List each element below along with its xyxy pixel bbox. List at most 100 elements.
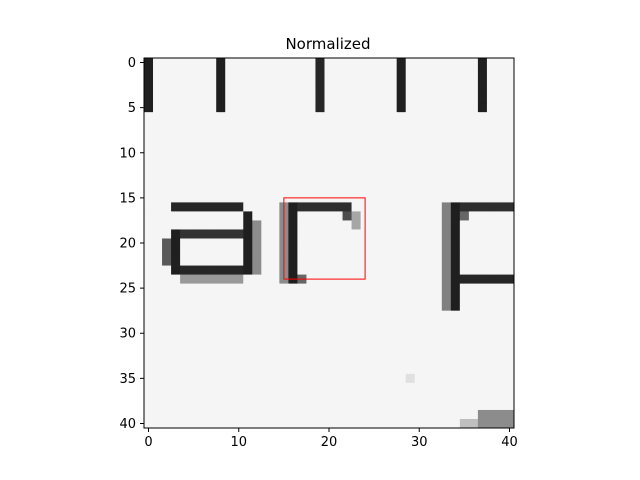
pixel-cell [378, 166, 389, 176]
pixel-cell [180, 166, 190, 176]
pixel-cell [450, 292, 461, 303]
pixel-cell [180, 292, 190, 303]
pixel-cell [405, 166, 416, 176]
pixel-cell [261, 238, 271, 248]
pixel-cell [342, 319, 352, 330]
pixel-cell [387, 202, 398, 212]
pixel-cell [198, 409, 208, 420]
pixel-cell [387, 238, 398, 248]
pixel-cell [378, 319, 389, 330]
pixel-cell [243, 355, 253, 366]
pixel-cell [297, 67, 307, 77]
pixel-cell [207, 211, 217, 221]
pixel-cell [414, 346, 425, 357]
pixel-cell [333, 256, 343, 266]
pixel-cell [405, 418, 416, 429]
pixel-cell [234, 148, 244, 158]
pixel-cell [279, 166, 289, 176]
pixel-cell [486, 382, 497, 393]
pixel-cell [162, 184, 172, 194]
pixel-cell [414, 409, 425, 420]
pixel-cell [495, 193, 506, 203]
pixel-cell [504, 418, 515, 429]
pixel-cell [225, 67, 235, 77]
pixel-cell [324, 58, 334, 68]
pixel-cell [315, 418, 325, 429]
annotations [283, 197, 366, 280]
pixel-cell [396, 220, 407, 230]
pixel-cell [477, 256, 488, 266]
pixel-cell [216, 301, 226, 312]
pixel-cell [243, 391, 253, 402]
pixel-cell [225, 76, 235, 86]
pixel-cell [306, 364, 316, 375]
pixel-cell [261, 382, 271, 393]
pixel-cell [333, 139, 343, 149]
pixel-cell [450, 211, 461, 221]
pixel-cell [432, 382, 443, 393]
pixel-cell [441, 139, 452, 149]
pixel-cell [486, 148, 497, 158]
pixel-cell [432, 175, 443, 185]
pixel-cell [189, 166, 199, 176]
pixel-cell [414, 265, 425, 275]
pixel-cell [288, 58, 298, 68]
pixel-cell [351, 112, 361, 122]
pixel-cell [495, 355, 506, 366]
pixel-cell [396, 67, 407, 77]
pixel-cell [369, 67, 380, 77]
pixel-cell [243, 346, 253, 357]
pixel-cell [279, 391, 289, 402]
pixel-cell [189, 157, 199, 167]
pixel-cell [477, 400, 488, 411]
y-tick-label: 5 [128, 101, 136, 116]
pixel-cell [144, 94, 154, 104]
pixel-cell [495, 283, 506, 294]
pixel-cell [297, 373, 307, 384]
pixel-cell [225, 319, 235, 330]
pixel-cell [450, 58, 461, 68]
pixel-cell [207, 319, 217, 330]
pixel-cell [198, 265, 208, 275]
pixel-cell [459, 274, 470, 285]
pixel-cell [396, 310, 407, 321]
pixel-cell [405, 292, 416, 303]
pixel-cell [459, 247, 470, 257]
pixel-cell [306, 229, 316, 239]
pixel-cell [279, 184, 289, 194]
pixel-cell [144, 238, 154, 248]
pixel-cell [153, 400, 163, 411]
pixel-cell [477, 355, 488, 366]
pixel-cell [198, 112, 208, 122]
pixel-cell [144, 382, 154, 393]
pixel-cell [243, 58, 253, 68]
pixel-cell [189, 94, 199, 104]
pixel-cell [369, 373, 380, 384]
pixel-cell [387, 418, 398, 429]
pixel-cell [162, 229, 172, 239]
pixel-cell [423, 238, 434, 248]
pixel-cell [270, 337, 280, 348]
pixel-cell [171, 85, 181, 95]
pixel-cell [225, 229, 235, 239]
pixel-cell [423, 265, 434, 275]
pixel-cell [171, 175, 181, 185]
pixel-cell [171, 265, 181, 275]
pixel-cell [405, 310, 416, 321]
pixel-cell [234, 184, 244, 194]
pixel-cell [270, 220, 280, 230]
pixel-cell [225, 238, 235, 248]
pixel-cell [450, 391, 461, 402]
pixel-cell [189, 382, 199, 393]
pixel-cell [360, 355, 371, 366]
pixel-cell [378, 202, 389, 212]
pixel-cell [504, 382, 515, 393]
pixel-cell [477, 292, 488, 303]
pixel-cell [324, 238, 334, 248]
pixel-cell [351, 238, 361, 248]
pixel-cell [414, 364, 425, 375]
pixel-cell [405, 202, 416, 212]
pixel-cell [234, 85, 244, 95]
pixel-cell [378, 328, 389, 339]
pixel-cell [243, 193, 253, 203]
